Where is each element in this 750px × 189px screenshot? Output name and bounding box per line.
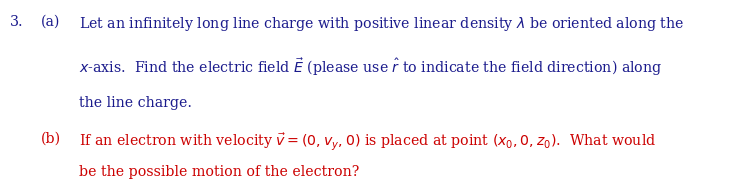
Text: $x$-axis.  Find the electric field $\vec{E}$ (please use $\hat{r}$ to indicate t: $x$-axis. Find the electric field $\vec{…: [79, 57, 662, 78]
Text: be the possible motion of the electron?: be the possible motion of the electron?: [79, 165, 359, 179]
Text: (a): (a): [41, 15, 61, 29]
Text: If an electron with velocity $\vec{v} = (0, v_y, 0)$ is placed at point $(x_0, 0: If an electron with velocity $\vec{v} = …: [79, 131, 656, 152]
Text: Let an infinitely long line charge with positive linear density $\lambda$ be ori: Let an infinitely long line charge with …: [79, 15, 684, 33]
Text: (b): (b): [41, 131, 62, 145]
Text: 3.: 3.: [10, 15, 23, 29]
Text: the line charge.: the line charge.: [79, 96, 192, 110]
